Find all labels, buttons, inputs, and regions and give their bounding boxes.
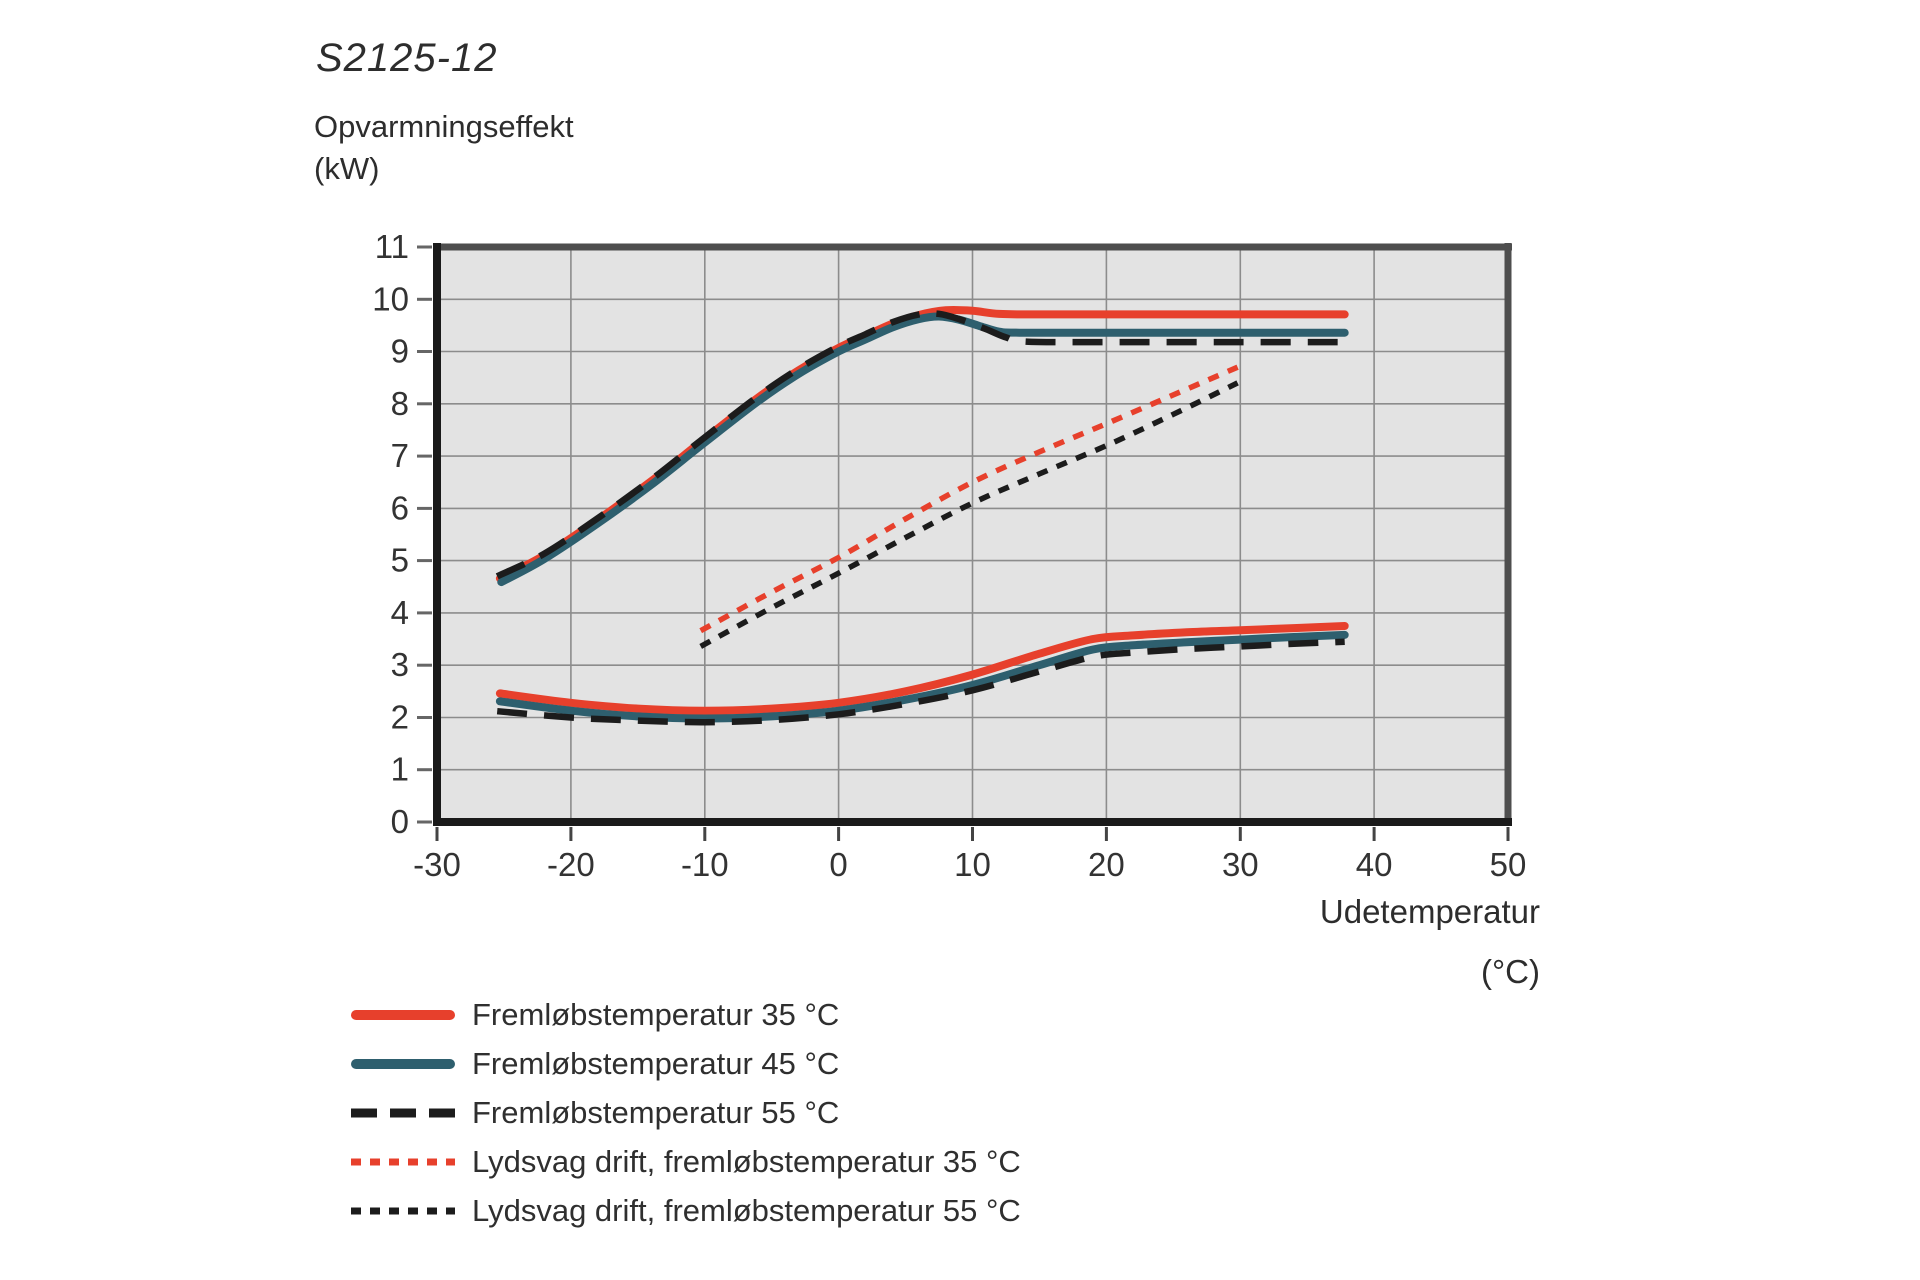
legend-label: Fremløbstemperatur 55 °C (472, 1094, 840, 1130)
x-tick-label: -10 (681, 846, 729, 883)
y-tick-label: 8 (391, 385, 409, 422)
x-axis-title-text: Udetemperatur (1319, 893, 1540, 930)
legend-swatch-solid (351, 1009, 455, 1020)
series-freml-bstemperatur-35-c (495, 622, 1349, 715)
x-tick-label: 0 (829, 846, 847, 883)
series-freml-bstemperatur-45-c (497, 312, 1349, 587)
y-tick-label: 5 (391, 542, 409, 579)
y-axis-title-text: Opvarmningseffekt (314, 109, 574, 144)
x-tick-label: -30 (413, 846, 461, 883)
legend-label: Lydsvag drift, fremløbstemperatur 55 °C (472, 1192, 1021, 1228)
series-freml-bstemperatur-55-c (496, 638, 1345, 726)
legend-label: Fremløbstemperatur 35 °C (472, 996, 840, 1032)
x-tick-label: 30 (1222, 846, 1259, 883)
series-freml-bstemperatur-45-c (495, 630, 1349, 723)
x-tick-label: 50 (1490, 846, 1527, 883)
y-tick-label: 0 (391, 803, 409, 840)
series-group (495, 305, 1349, 726)
y-tick-label: 11 (375, 228, 409, 265)
legend-item: Fremløbstemperatur 35 °C (350, 990, 1021, 1039)
x-tick-label: 10 (954, 846, 991, 883)
y-tick-label: 7 (391, 437, 409, 474)
y-tick-label: 1 (391, 751, 409, 788)
y-tick-label: 10 (372, 280, 409, 317)
legend-swatch-long-dash (351, 1108, 455, 1117)
y-axis-title-unit: (kW) (314, 151, 380, 186)
plot-border-group (433, 243, 1512, 826)
tick-marks-group (417, 245, 1510, 841)
legend-item: Fremløbstemperatur 45 °C (350, 1039, 1021, 1088)
tick-labels-group: -30 -20 -10 0 10 20 30 40 50 0 1 2 3 4 5 6 7 8 9 10 11 (372, 228, 1526, 883)
chart-title: S2125-12 (316, 36, 498, 80)
y-tick-label: 6 (391, 489, 409, 526)
legend-item: Fremløbstemperatur 55 °C (350, 1088, 1021, 1137)
y-tick-label: 9 (391, 333, 409, 370)
legend-item: Lydsvag drift, fremløbstemperatur 55 °C (350, 1186, 1021, 1235)
legend-swatch-dotted (351, 1207, 455, 1214)
legend: Fremløbstemperatur 35 °C Fremløbstemperat… (350, 990, 1021, 1235)
x-tick-label: 20 (1088, 846, 1125, 883)
legend-item: Lydsvag drift, fremløbstemperatur 35 °C (350, 1137, 1021, 1186)
series-lydsvag-drift-freml-bstemperatur-55-c (699, 380, 1239, 649)
y-tick-label: 3 (391, 646, 409, 683)
x-tick-label: -20 (547, 846, 595, 883)
y-axis-title: Opvarmningseffekt (kW) (314, 106, 574, 190)
x-axis-title: Udetemperatur (°C) (1040, 882, 1540, 1002)
x-tick-label: 40 (1356, 846, 1393, 883)
x-axis-title-unit: (°C) (1480, 953, 1540, 990)
y-tick-label: 2 (391, 699, 409, 736)
series-freml-bstemperatur-55-c (495, 310, 1345, 580)
series-lydsvag-drift-freml-bstemperatur-35-c (699, 364, 1239, 634)
legend-label: Fremløbstemperatur 45 °C (472, 1045, 840, 1081)
legend-swatch-solid (351, 1058, 455, 1069)
y-tick-label: 4 (391, 594, 409, 631)
legend-label: Lydsvag drift, fremløbstemperatur 35 °C (472, 1143, 1021, 1179)
legend-swatch-dotted (351, 1158, 455, 1165)
